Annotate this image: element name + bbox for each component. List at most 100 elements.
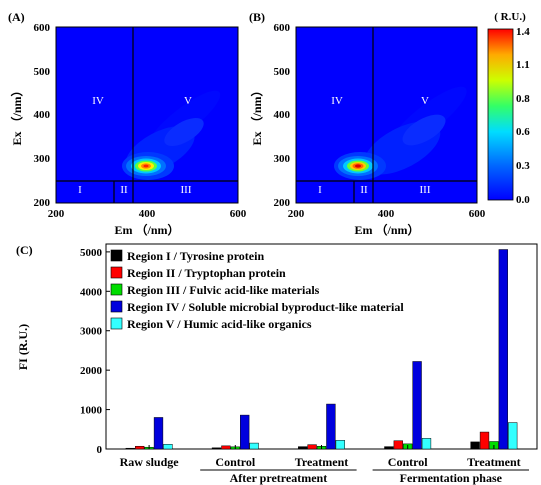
- bar-1-5: [470, 441, 480, 450]
- panel-c-ytick-label: 5000: [80, 247, 103, 259]
- bar-5-4: [421, 438, 432, 450]
- panel-a-ytick: 400: [34, 109, 51, 121]
- colorbar-tick: 1.4: [516, 26, 530, 38]
- panel-b-contour-2: [402, 114, 446, 146]
- bar-1-4: [384, 446, 394, 450]
- bar-5-2: [249, 442, 259, 450]
- panel-b-contour-peak: [355, 164, 361, 168]
- panel-b-xtick: 200: [288, 208, 305, 220]
- panel-a-ytick: 500: [34, 66, 51, 78]
- panel-c-ytick-label: 3000: [80, 326, 103, 338]
- bar-4-1: [153, 417, 164, 450]
- panel-c-x-axis: Raw sludge Control Treatment Control Treatme…: [120, 445, 529, 485]
- panel-a-region-i: I: [78, 184, 82, 196]
- panel-b-region-i: I: [318, 184, 322, 196]
- colorbar-tick: 0.3: [516, 160, 530, 172]
- panel-c-y-axis: 0 1000 2000 3000 4000 5000: [80, 247, 110, 456]
- colorbar-tick: 0.6: [516, 126, 530, 138]
- panel-c-ylabel: FI (R.U.): [16, 324, 30, 370]
- panel-c-ytick-label: 1000: [80, 405, 103, 417]
- panel-b-xlabel: Em （/nm）: [354, 222, 419, 237]
- panel-b-ytick: 500: [274, 66, 291, 78]
- bar-2-3: [307, 444, 317, 450]
- panel-b-ylabel: Ex （/nm）: [249, 84, 264, 145]
- bar-1-1: [125, 447, 135, 450]
- panel-c-category-label: Control: [388, 455, 428, 469]
- bar-5-3: [335, 440, 345, 450]
- panel-c-ytick-label: 4000: [80, 286, 103, 298]
- panel-a-label: (A): [8, 10, 25, 24]
- panel-a-xtick: 600: [230, 208, 247, 220]
- panel-a-region-ii: II: [120, 184, 128, 196]
- panel-c-ytick-label: 2000: [80, 365, 103, 377]
- panel-b-ytick: 300: [274, 153, 291, 165]
- panel-b-frame: [295, 26, 478, 204]
- legend-swatch-2: [110, 266, 123, 279]
- bar-2-4: [393, 440, 403, 450]
- bar-2-2: [221, 445, 231, 450]
- panel-b-label: (B): [249, 10, 265, 24]
- panel-a-region-iii: III: [181, 184, 192, 196]
- panel-c-category-label: Treatment: [295, 455, 349, 469]
- panel-a-xtick: 400: [139, 208, 156, 220]
- legend-label-5: Region V / Humic acid-like organics: [127, 317, 312, 331]
- colorbar-tick: 1.1: [516, 59, 530, 71]
- panel-a-ylabel: Ex （/nm）: [9, 84, 24, 145]
- panel-b-ytick: 200: [274, 197, 291, 209]
- panel-c-label: (C): [16, 243, 33, 257]
- panel-b-ytick: 600: [274, 22, 291, 34]
- panel-c: (C) 0 1000 2000 3000 4000 5000 Region I / Tyr…: [16, 243, 538, 485]
- panel-c-ytick-label: 0: [97, 444, 103, 456]
- legend-label-2: Region II / Tryptophan protein: [127, 266, 286, 280]
- legend-swatch-5: [110, 317, 123, 330]
- panel-a-region-iv: IV: [92, 95, 104, 107]
- panel-a-xlabel: Em （/nm）: [114, 222, 179, 237]
- panel-c-category-label: Treatment: [467, 455, 521, 469]
- bar-4-5: [498, 249, 508, 450]
- panel-b-region-iii: III: [420, 184, 431, 196]
- colorbar-scale: [487, 28, 514, 201]
- legend-swatch-4: [110, 300, 123, 313]
- panel-b-ytick: 400: [274, 109, 291, 121]
- panel-b-region-iv: IV: [331, 95, 343, 107]
- bar-5-1: [163, 444, 173, 450]
- panel-a-frame: [55, 26, 239, 204]
- panel-a-contour-2: [164, 118, 204, 146]
- legend-label-3: Region III / Fulvic acid-like materials: [127, 283, 320, 297]
- legend-swatch-1: [110, 249, 123, 262]
- bar-4-3: [326, 403, 336, 450]
- panel-c-group-label: Fermentation phase: [400, 471, 503, 485]
- panel-a-region-v: V: [184, 95, 192, 107]
- panel-b-xtick: 600: [469, 208, 486, 220]
- panel-a-xtick: 200: [48, 208, 65, 220]
- panel-a: (A) I II III IV V 600 500 400 300 200 20…: [8, 10, 247, 237]
- panel-a-ytick: 300: [34, 153, 51, 165]
- bar-1-3: [298, 446, 308, 450]
- panel-c-group-label: After pretreatment: [230, 471, 328, 485]
- panel-a-contour-peak: [143, 164, 149, 168]
- colorbar-tick: 0.8: [516, 93, 530, 105]
- legend-label-4: Region IV / Soluble microbial byproduct-…: [127, 300, 404, 314]
- bar-1-2: [211, 447, 222, 450]
- legend-label-1: Region I / Tyrosine protein: [127, 249, 264, 263]
- panel-b: (B) I II III IV V 600 500 400 300 200 20…: [249, 10, 486, 237]
- bar-2-1: [135, 445, 145, 450]
- bar-4-2: [240, 414, 250, 450]
- panel-c-category-label: Raw sludge: [120, 455, 180, 469]
- panel-b-xtick: 400: [378, 208, 395, 220]
- colorbar-tick: 0.0: [516, 194, 530, 206]
- panel-b-region-ii: II: [360, 184, 368, 196]
- bar-2-5: [479, 431, 490, 450]
- colorbar-label: ( R.U.): [494, 11, 526, 23]
- legend-swatch-3: [110, 283, 123, 296]
- panel-b-region-v: V: [421, 95, 429, 107]
- panel-c-bars: [125, 249, 518, 450]
- panel-c-category-label: Control: [215, 455, 255, 469]
- colorbar: ( R.U.) 1.4 1.1 0.8 0.6 0.3 0.0: [487, 11, 530, 206]
- panel-a-ytick: 200: [34, 197, 51, 209]
- bar-5-5: [508, 422, 518, 450]
- panel-c-legend: Region I / Tyrosine protein Region II / T…: [110, 249, 404, 331]
- bar-4-4: [412, 361, 422, 450]
- panel-a-ytick: 600: [34, 22, 51, 34]
